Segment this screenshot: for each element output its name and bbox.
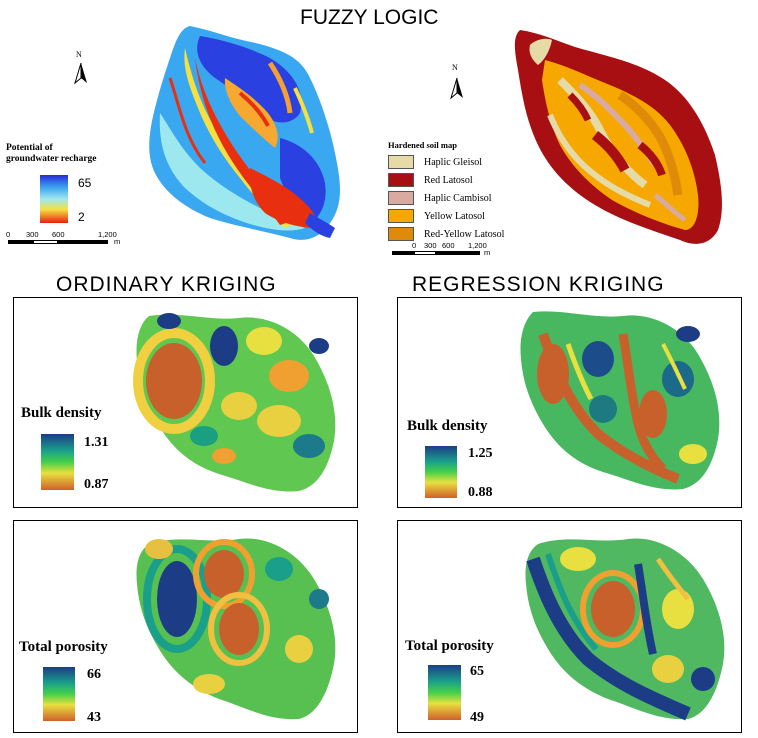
regression-kriging-title: REGRESSION KRIGING [412, 273, 665, 296]
scale-unit: m [114, 237, 121, 246]
ok-bulk-max: 1.31 [84, 435, 109, 450]
scale-seg-3 [58, 240, 108, 244]
soil-legend-label: Haplic Gleisol [424, 156, 483, 168]
ordinary-kriging-title: ORDINARY KRIGING [56, 273, 277, 296]
panel-ok-bulk-density: Bulk density 1.31 0.87 [13, 297, 358, 508]
ok-bulk-min: 0.87 [84, 477, 109, 492]
soil-legend-label: Red Latosol [424, 174, 473, 186]
ok-poro-min: 43 [87, 710, 101, 725]
rk-poro-max: 65 [470, 664, 484, 679]
soil-legend-label: Red-Yellow Latosol [424, 228, 505, 240]
rk-poro-map [525, 538, 725, 721]
figure-title: FUZZY LOGIC [300, 6, 439, 29]
recharge-legend-title-line2: groundwater recharge [6, 154, 97, 164]
ok-poro-colorbar [43, 667, 75, 721]
soil-legend-item: Yellow Latosol [388, 209, 485, 223]
ok-bulk-colorbar [41, 434, 74, 490]
soil-legend-item: Red-Yellow Latosol [388, 227, 504, 241]
rk-bulk-max: 1.25 [468, 446, 493, 461]
rk-poro-colorbar [428, 665, 461, 720]
scale-tick-600: 600 [442, 241, 455, 250]
rk-poro-min: 49 [470, 710, 484, 725]
ok-bulk-label: Bulk density [21, 405, 102, 421]
rk-bulk-colorbar [425, 446, 457, 498]
scale-bar-left: 0 300 600 1,200 m [6, 230, 146, 250]
ok-poro-max: 66 [87, 667, 101, 682]
soil-swatch [388, 191, 414, 205]
ok-bulk-map [133, 313, 336, 492]
soil-map [514, 30, 722, 244]
scale-seg-2 [414, 251, 436, 255]
soil-legend-label: Haplic Cambisol [424, 192, 492, 204]
soil-legend-title: Hardened soil map [388, 140, 457, 150]
panel-ok-total-porosity: Total porosity 66 43 [13, 520, 358, 733]
recharge-min: 2 [78, 210, 85, 224]
scale-seg-3 [436, 251, 480, 255]
soil-swatch [388, 209, 414, 223]
scale-unit: m [484, 248, 491, 257]
panel-rk-total-porosity: Total porosity 65 49 [397, 520, 742, 733]
soil-legend-item: Haplic Cambisol [388, 191, 492, 205]
soil-legend-label: Yellow Latosol [424, 210, 485, 222]
scale-tick-600: 600 [52, 230, 65, 239]
scale-bar-right: 0 300 600 1,200 m [392, 241, 512, 261]
soil-legend-item: Red Latosol [388, 173, 473, 187]
scale-seg-2 [33, 240, 58, 244]
rk-bulk-label: Bulk density [407, 418, 488, 434]
scale-seg-1 [392, 251, 414, 255]
north-label-right: N [452, 63, 458, 72]
recharge-colorbar [40, 175, 68, 223]
recharge-legend-title-line1: Potential of [6, 143, 53, 153]
scale-tick-0: 0 [412, 241, 417, 250]
north-arrow-icon-right [450, 77, 463, 100]
soil-swatch [388, 227, 414, 241]
soil-legend-item: Haplic Gleisol [388, 155, 482, 169]
rk-poro-label: Total porosity [405, 638, 494, 654]
north-arrow-icon [74, 62, 87, 85]
rk-bulk-min: 0.88 [468, 485, 493, 500]
recharge-max: 65 [78, 176, 92, 190]
north-label: N [76, 50, 82, 59]
soil-swatch [388, 155, 414, 169]
scale-tick-300: 300 [26, 230, 39, 239]
scale-tick-1200: 1,200 [98, 230, 117, 239]
scale-seg-1 [8, 240, 33, 244]
rk-bulk-map [520, 311, 720, 490]
recharge-map [149, 26, 340, 240]
scale-tick-300: 300 [424, 241, 437, 250]
panel-rk-bulk-density: Bulk density 1.25 0.88 [397, 297, 742, 508]
ok-poro-label: Total porosity [19, 639, 108, 655]
recharge-legend-title: Potential of groundwater recharge [6, 143, 97, 165]
scale-tick-0: 0 [6, 230, 11, 239]
soil-swatch [388, 173, 414, 187]
ok-poro-map [136, 538, 336, 720]
scale-tick-1200: 1,200 [468, 241, 487, 250]
